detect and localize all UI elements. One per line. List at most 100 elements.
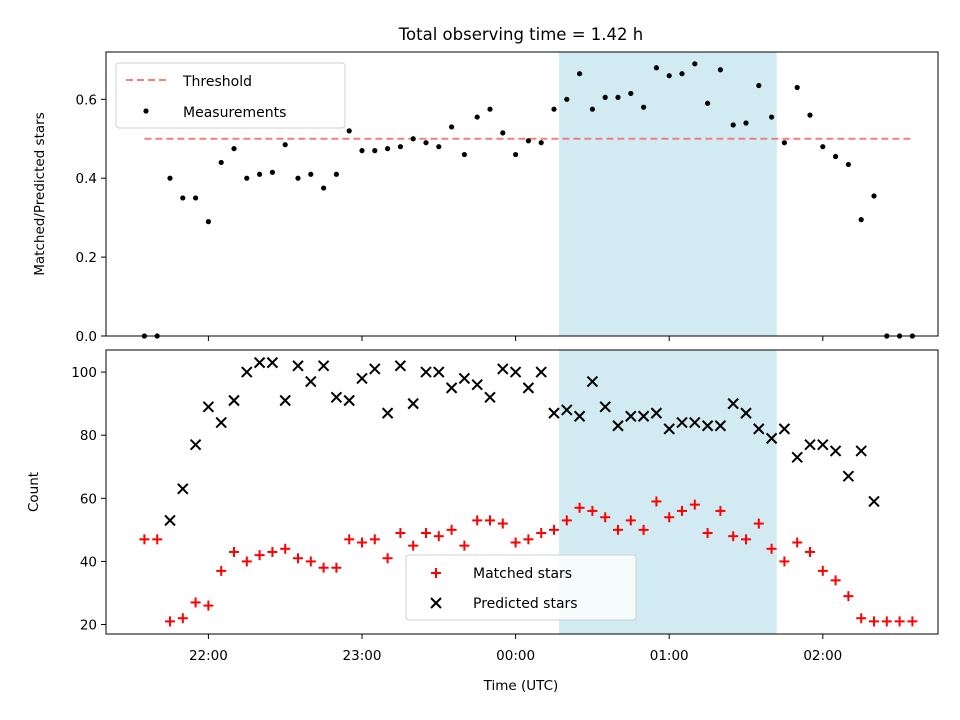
bottom-plot-frame [105, 349, 939, 635]
measurement-point [193, 195, 199, 201]
measurement-point [180, 195, 186, 201]
predicted-point [202, 401, 215, 413]
predicted-point [778, 423, 791, 435]
measurement-point [564, 96, 570, 102]
matched-point [600, 512, 611, 523]
matched-point [792, 537, 803, 548]
matched-point [523, 534, 534, 545]
predicted-point [228, 394, 240, 407]
measurement-point [257, 171, 263, 177]
predicted-point [215, 416, 227, 429]
predicted-point [407, 397, 419, 410]
top-y-tick-label: 0.4 [76, 171, 97, 187]
predicted-point [804, 438, 816, 451]
predicted-point [343, 394, 355, 407]
predicted-point [381, 407, 394, 419]
measurement-point [449, 124, 455, 130]
x-tick-label: 22:00 [189, 648, 228, 664]
legend-predicted-label: Predicted stars [473, 596, 578, 612]
predicted-point [625, 410, 637, 422]
matched-point [408, 540, 419, 551]
matched-point [817, 565, 828, 576]
top-y-axis: 0.0 0.2 0.4 0.6 [76, 92, 106, 345]
matched-point [216, 565, 227, 576]
measurement-point [653, 65, 660, 71]
measurement-point [487, 106, 493, 112]
legend-measurement-label: Measurements [183, 105, 286, 121]
predicted-point [753, 423, 765, 435]
predicted-point [714, 420, 727, 432]
measurement-point [602, 94, 608, 100]
measurement-point [845, 161, 852, 168]
predicted-point [727, 397, 739, 410]
top-panel: 0.0 0.2 0.4 0.6 Matched/Predicted stars Thr… [32, 51, 939, 345]
predicted-point [177, 483, 189, 495]
top-legend-box [115, 62, 346, 129]
matched-point [485, 515, 495, 526]
matched-point [318, 562, 329, 573]
matched-point [395, 528, 406, 539]
matched-point [907, 616, 918, 627]
legend-matched-swatch [431, 568, 441, 578]
matched-point [843, 591, 854, 602]
matched-point [664, 512, 675, 523]
matched-points [139, 496, 918, 627]
matched-point [267, 546, 278, 557]
predicted-point [701, 420, 714, 432]
measurement-point [167, 175, 173, 181]
predicted-point [266, 356, 279, 369]
matched-point [536, 528, 547, 539]
legend-predicted-swatch [430, 597, 442, 609]
matched-point [625, 515, 636, 526]
measurement-point [717, 67, 724, 73]
x-tick-label: 02:00 [803, 648, 842, 664]
measurement-point [308, 171, 314, 177]
matched-point [728, 531, 739, 542]
predicted-point [650, 407, 663, 419]
measurement-point [423, 140, 429, 146]
top-y-axis-label: Matched/Predicted stars [32, 112, 48, 275]
predicted-point [791, 451, 803, 463]
bottom-legend-box [405, 554, 637, 621]
measurement-point [525, 138, 532, 144]
matched-point [894, 616, 905, 627]
matched-point [293, 553, 303, 564]
predicted-point [522, 382, 535, 394]
predicted-point [573, 410, 586, 422]
predicted-point [305, 375, 317, 388]
predicted-point [317, 360, 330, 372]
measurement-point [743, 120, 749, 126]
measurement-point [436, 144, 442, 150]
matched-point [574, 502, 585, 513]
predicted-point [689, 416, 701, 429]
bottom-y-tick-label: 100 [71, 365, 97, 381]
measurement-point [820, 144, 826, 150]
predicted-point [279, 394, 291, 407]
matched-point [677, 505, 687, 516]
measurement-point [807, 112, 813, 118]
matched-point [280, 543, 291, 554]
predicted-point [535, 366, 547, 378]
predicted-point [817, 438, 829, 451]
bottom-y-tick-label: 40 [80, 554, 97, 570]
predicted-point [445, 382, 458, 394]
matched-point [561, 515, 572, 526]
measurement-point [666, 73, 672, 79]
x-tick-label: 00:00 [496, 648, 535, 664]
predicted-point [356, 372, 368, 385]
matched-point [753, 518, 764, 529]
measurement-point [615, 94, 621, 100]
predicted-point [471, 379, 483, 391]
top-highlight-band [559, 52, 777, 336]
measurement-points [141, 61, 916, 339]
matched-point [856, 613, 867, 624]
x-tick-label: 01:00 [650, 648, 689, 664]
predicted-point [484, 391, 496, 404]
x-axis-label: Time (UTC) [483, 678, 559, 694]
predicted-point [676, 416, 688, 429]
measurement-point [833, 153, 839, 160]
predicted-point [497, 363, 509, 375]
measurement-point [282, 142, 288, 148]
measurement-point [692, 61, 698, 67]
measurement-point [871, 193, 877, 199]
